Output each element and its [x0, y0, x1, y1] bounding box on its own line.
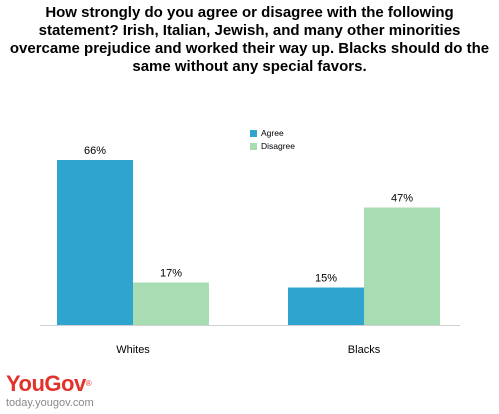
- legend-item-disagree: Disagree: [250, 140, 295, 153]
- legend-label-agree: Agree: [261, 128, 284, 138]
- legend-swatch-disagree: [250, 143, 257, 150]
- legend: Agree Disagree: [250, 127, 295, 153]
- yougov-logo: YouGov®: [6, 371, 92, 396]
- category-label-blacks: Blacks: [348, 344, 381, 356]
- legend-label-disagree: Disagree: [261, 141, 296, 151]
- bar-label-blacks-disagree: 47%: [391, 193, 413, 205]
- bar-whites-agree: [57, 160, 133, 325]
- bar-label-whites-disagree: 17%: [160, 268, 182, 280]
- category-label-whites: Whites: [116, 344, 150, 356]
- bar-label-whites-agree: 66%: [84, 145, 106, 157]
- chart-title: How strongly do you agree or disagree wi…: [9, 4, 490, 75]
- legend-item-agree: Agree: [250, 127, 295, 140]
- bar-blacks-agree: [288, 287, 364, 325]
- legend-swatch-agree: [250, 130, 257, 137]
- yougov-branding: YouGov® today.yougov.com: [6, 371, 94, 410]
- bar-blacks-disagree: [364, 207, 440, 325]
- bar-label-blacks-agree: 15%: [315, 273, 337, 285]
- site-url: today.yougov.com: [6, 397, 94, 409]
- bar-whites-disagree: [133, 282, 209, 325]
